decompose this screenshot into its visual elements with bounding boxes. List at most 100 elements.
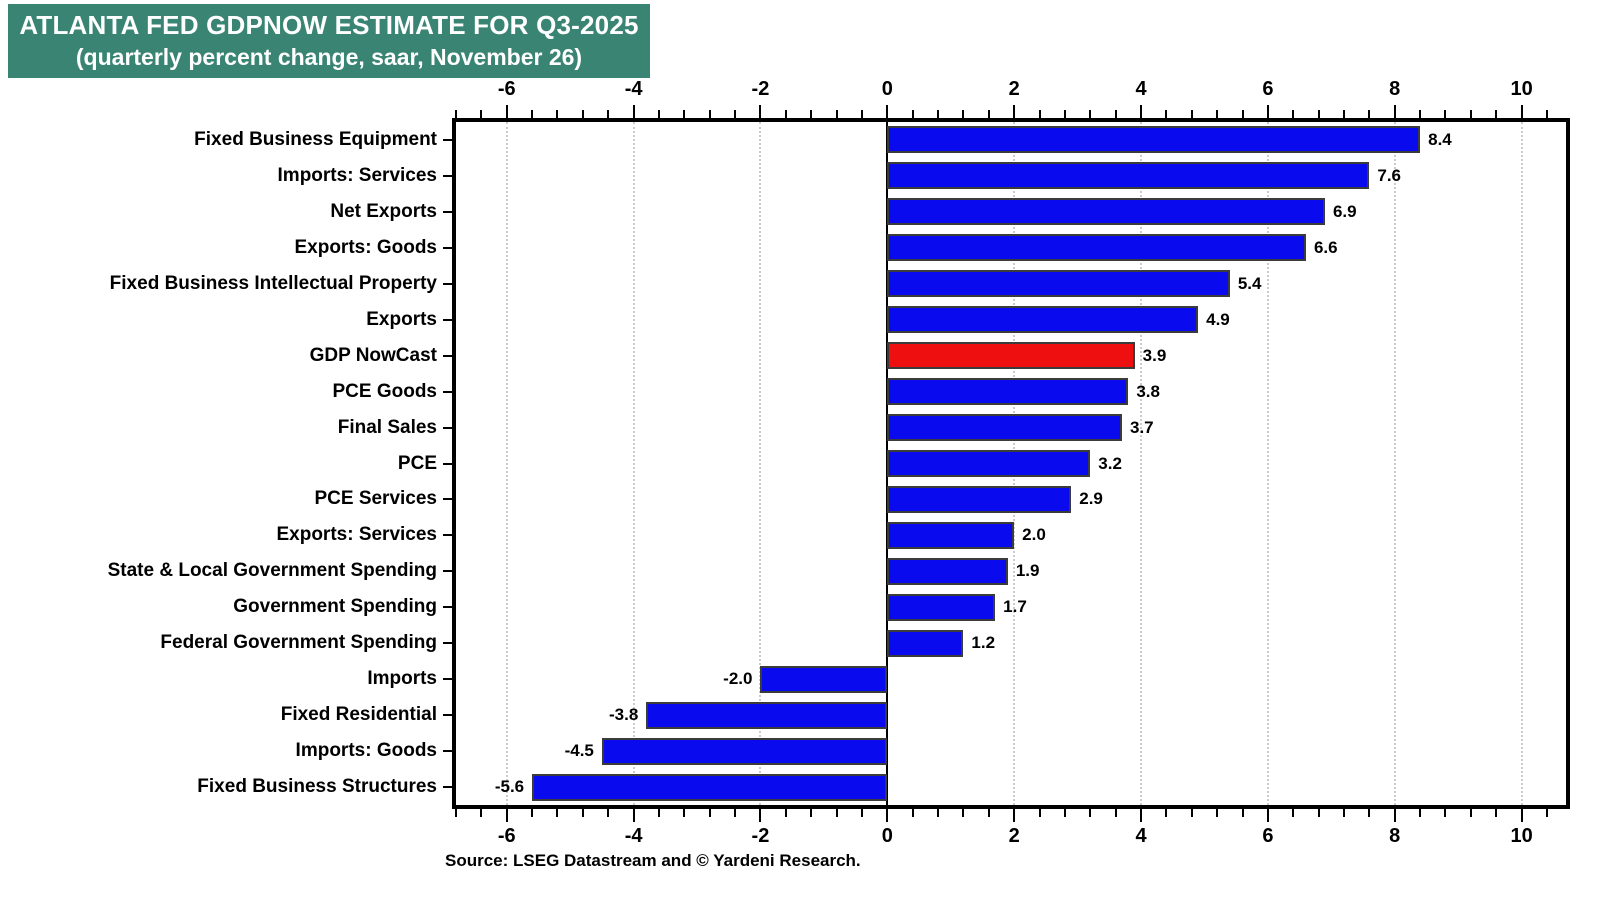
x-tick-minor-top	[683, 110, 686, 118]
category-label: Net Exports	[330, 200, 437, 222]
x-tick-minor-top	[937, 110, 940, 118]
category-label: PCE Goods	[332, 380, 437, 402]
category-tick	[443, 138, 452, 141]
x-axis-tick-label-top: 4	[1135, 78, 1147, 100]
x-tick-major-top	[1266, 105, 1269, 118]
category-label: Federal Government Spending	[160, 632, 437, 654]
x-tick-minor-bottom	[455, 809, 457, 817]
x-tick-minor-top	[1190, 110, 1193, 118]
chart-subtitle: (quarterly percent change, saar, Novembe…	[75, 44, 583, 70]
x-tick-minor-top	[455, 110, 457, 118]
x-tick-minor-top	[784, 110, 787, 118]
category-tick	[443, 426, 452, 429]
bar-value-label: -4.5	[564, 741, 594, 761]
x-tick-minor-top	[987, 110, 990, 118]
x-tick-minor-top	[581, 110, 584, 118]
x-tick-minor-bottom	[860, 809, 863, 817]
bar-value-label: 6.6	[1313, 237, 1338, 257]
x-tick-minor-top	[1089, 110, 1092, 118]
x-tick-minor-bottom	[683, 809, 686, 817]
category-tick	[443, 642, 452, 645]
x-axis-tick-label-bottom: 2	[1008, 825, 1020, 847]
category-tick	[443, 462, 452, 465]
x-tick-minor-top	[1368, 110, 1371, 118]
gridline	[759, 122, 762, 805]
x-tick-major-bottom	[1520, 809, 1523, 822]
bar	[887, 414, 1122, 442]
x-tick-minor-top	[1317, 110, 1320, 118]
x-tick-minor-bottom	[810, 809, 813, 817]
bar-value-label: 1.2	[971, 633, 996, 653]
category-tick	[443, 390, 452, 393]
gridline	[1520, 122, 1523, 805]
x-tick-minor-top	[1495, 110, 1498, 118]
x-tick-minor-bottom	[708, 809, 711, 817]
x-tick-major-bottom	[886, 809, 889, 822]
x-tick-minor-top	[1241, 110, 1244, 118]
category-tick	[443, 786, 452, 789]
bar-value-label: -3.8	[609, 705, 639, 725]
bar	[887, 198, 1325, 226]
bar-value-label: 5.4	[1237, 273, 1262, 293]
bar	[601, 737, 888, 765]
x-tick-minor-bottom	[937, 809, 940, 817]
bar	[646, 701, 888, 729]
x-axis-tick-label-bottom: 4	[1135, 825, 1147, 847]
bar	[887, 234, 1306, 262]
bar-value-label: 2.0	[1022, 525, 1046, 545]
gridline	[1393, 122, 1396, 805]
x-tick-minor-bottom	[1216, 809, 1219, 817]
bar	[532, 773, 888, 801]
x-tick-minor-top	[1545, 110, 1548, 118]
x-tick-minor-bottom	[1063, 809, 1066, 817]
x-axis-tick-label-top: 6	[1262, 78, 1274, 100]
x-axis-tick-label-top: 10	[1510, 78, 1533, 100]
x-tick-major-top	[632, 105, 635, 118]
category-label: Fixed Business Equipment	[194, 128, 437, 150]
category-tick	[443, 714, 452, 717]
x-tick-minor-top	[657, 110, 660, 118]
x-tick-major-top	[1013, 105, 1016, 118]
bar-value-label: 3.2	[1098, 453, 1122, 473]
x-tick-minor-top	[1419, 110, 1422, 118]
x-tick-major-bottom	[1393, 809, 1396, 822]
x-tick-major-bottom	[1140, 809, 1143, 822]
chart-title-box: ATLANTA FED GDPNOW ESTIMATE FOR Q3-2025 …	[8, 4, 650, 78]
x-tick-minor-bottom	[1038, 809, 1041, 817]
x-axis-tick-label-bottom: 0	[881, 825, 893, 847]
bar-value-label: -2.0	[723, 669, 753, 689]
x-tick-major-bottom	[1266, 809, 1269, 822]
x-tick-minor-bottom	[1190, 809, 1193, 817]
bar	[887, 126, 1421, 154]
x-tick-minor-top	[607, 110, 610, 118]
category-tick	[443, 498, 452, 501]
x-tick-minor-bottom	[1343, 809, 1345, 817]
x-tick-minor-bottom	[1241, 809, 1244, 817]
category-label: PCE Services	[314, 488, 437, 510]
category-tick	[443, 318, 452, 321]
bar	[887, 629, 964, 657]
x-tick-major-top	[1520, 105, 1523, 118]
bar	[887, 270, 1230, 298]
category-label: Imports	[367, 668, 437, 690]
bar-value-label: 3.9	[1142, 345, 1167, 365]
bar	[887, 306, 1199, 334]
category-tick	[443, 750, 452, 753]
x-tick-minor-top	[480, 110, 483, 118]
x-tick-minor-bottom	[734, 809, 737, 817]
bar-value-label: 2.9	[1079, 489, 1103, 509]
x-axis-tick-label-bottom: -6	[497, 825, 516, 847]
x-tick-minor-top	[1444, 110, 1447, 118]
category-tick	[443, 606, 452, 609]
x-tick-minor-bottom	[1292, 809, 1295, 817]
bar-value-label: 1.9	[1015, 561, 1040, 581]
bar	[887, 485, 1072, 513]
x-tick-minor-top	[708, 110, 711, 118]
x-tick-minor-top	[734, 110, 737, 118]
x-tick-minor-top	[1063, 110, 1066, 118]
bar-value-label: 7.6	[1377, 165, 1401, 185]
x-axis-tick-label-top: 8	[1389, 78, 1401, 100]
bar	[760, 665, 888, 693]
x-tick-minor-bottom	[607, 809, 610, 817]
gridline	[505, 122, 508, 805]
